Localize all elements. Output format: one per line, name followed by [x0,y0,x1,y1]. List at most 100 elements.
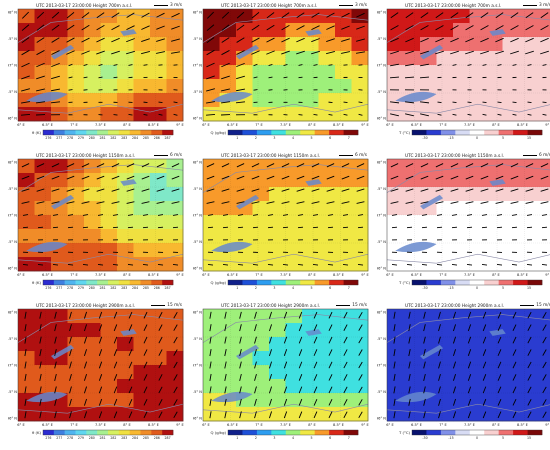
heatmap-cell [535,187,550,202]
lat-tick-label: 47.5° N [193,37,202,41]
heatmap-cell [436,229,454,244]
heatmap-cell [84,337,101,352]
colorbar-tick-label: 286 [154,136,160,140]
wind-arrow [465,37,474,43]
wind-arrow [452,336,457,344]
heatmap-cell [318,323,336,338]
wind-arrow [497,311,502,319]
heatmap-cell [351,51,369,66]
heatmap-cell [236,365,253,380]
colorbar-swatch [53,430,65,435]
wind-arrow [283,311,288,319]
wind-arrow [171,38,180,42]
heatmap-cell [318,65,336,80]
heatmap-cell [285,93,303,108]
wind-arrow [452,349,457,357]
heatmap-cell [351,365,369,380]
wind-arrow [158,113,163,116]
colorbar-swatch [440,280,456,285]
wind-key-arrow-icon [154,5,169,6]
wind-arrow [66,12,75,19]
wind-arrow [206,88,215,92]
wind-arrow [54,373,57,381]
colorbar-swatch [162,130,174,135]
wind-arrow [482,113,487,116]
wind-arrow [126,25,135,31]
heatmap-cell [203,309,220,324]
wind-arrow [221,75,230,80]
colorbar-tick-label: 285 [143,436,149,440]
wind-arrow [69,336,72,344]
lat-tick-label: 46° N [193,267,202,271]
heatmap-cell [166,365,184,380]
colorbar-swatch [129,130,141,135]
heatmap-cell [236,107,253,122]
wind-arrow [405,163,414,168]
wind-arrow [113,76,118,79]
lat-tick-label: 47° N [193,64,202,68]
heatmap-cell [351,79,369,94]
heatmap-cell [133,215,151,230]
heatmap-cell [133,365,151,380]
heatmap-cell [18,79,35,94]
wind-arrow [128,336,133,344]
heatmap-cell [166,257,184,272]
heatmap-cell [51,159,68,174]
lon-tick-label: 7.5° E [464,273,476,277]
lat-tick-label: 46° N [8,267,17,271]
wind-arrow [540,25,549,31]
heatmap-cell [502,93,520,108]
wind-arrow [343,386,348,394]
wind-arrow [113,324,118,332]
wind-arrow [224,349,227,357]
lon-tick-label: 9° E [176,123,184,127]
wind-arrow [311,25,320,31]
wind-arrow [327,214,334,216]
colorbar-label: Q (g/kg) [211,430,227,435]
wind-arrow [510,201,519,204]
wind-arrow [343,411,348,419]
heatmap-cell [318,407,336,422]
heatmap-cell [34,323,52,338]
wind-arrow [512,349,517,356]
colorbar-swatch [228,280,243,285]
wind-arrow [66,163,75,168]
lon-tick-label: 6° E [386,273,394,277]
colorbar-swatch [329,280,344,285]
wind-arrow [113,311,118,319]
colorbar-tick-label: 1 [236,436,238,440]
wind-arrow [39,324,42,332]
wind-arrow [358,361,363,369]
heatmap-cell [420,309,437,324]
heatmap-cell [519,65,536,80]
wind-arrow [254,311,257,319]
wind-key-label: 15 m/s [167,303,182,308]
colorbar-tick-label: 3 [273,436,275,440]
wind-arrow [326,25,335,30]
heatmap-cell [387,23,404,38]
wind-arrow [283,324,288,332]
heatmap-cell [219,79,237,94]
heatmap-cell [502,51,520,66]
heatmap-cell [403,159,421,174]
heatmap-cell [519,187,536,202]
wind-arrow [224,386,227,394]
heatmap-cell [486,65,503,80]
wind-arrow [98,386,103,394]
heatmap-cell [469,159,487,174]
heatmap-cell [100,379,118,394]
lat-tick-label: 47° N [193,364,202,368]
heatmap-cell [318,215,336,230]
lat-tick-label: 47.5° N [8,337,17,341]
wind-arrow [209,398,212,406]
wind-arrow [435,188,444,192]
wind-arrow [268,63,273,67]
wind-arrow [111,201,120,204]
wind-arrow [173,386,178,394]
wind-key-arrow-icon [151,305,166,306]
wind-arrow [313,336,318,344]
wind-arrow [450,12,459,19]
colorbar-swatch [43,430,55,435]
wind-arrow [51,188,60,192]
wind-arrow [113,361,118,369]
